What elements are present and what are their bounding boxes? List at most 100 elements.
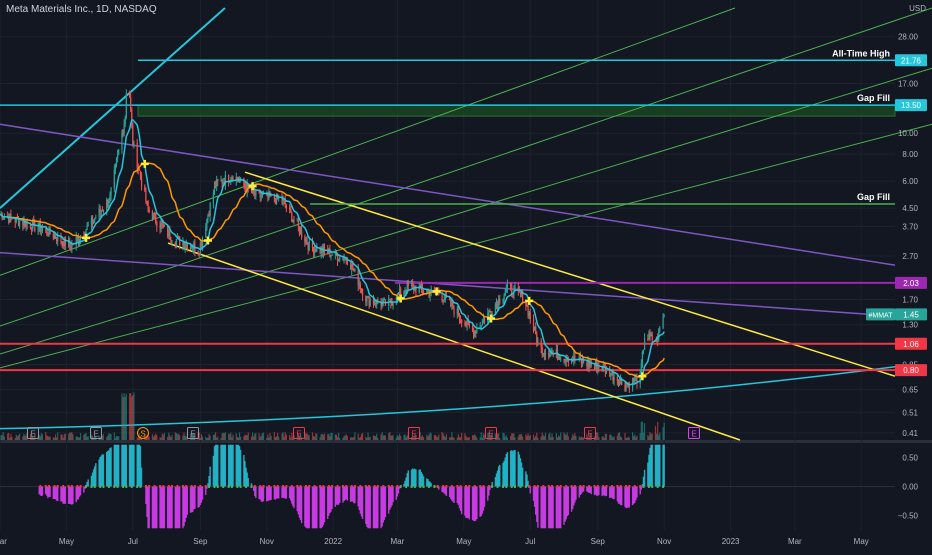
- volume-bar: [366, 438, 367, 440]
- volume-bar: [53, 437, 54, 440]
- osc-dot: [560, 485, 562, 488]
- volume-bar: [559, 437, 560, 440]
- volume-bar: [464, 433, 465, 440]
- volume-bar: [617, 436, 618, 440]
- volume-bar: [183, 432, 184, 440]
- volume-bar: [275, 437, 276, 440]
- candle-body: [191, 247, 192, 249]
- event-marker-label: E: [411, 430, 416, 439]
- volume-bar: [370, 437, 371, 440]
- volume-bar: [345, 435, 346, 440]
- candle-body: [210, 203, 211, 216]
- volume-bar: [611, 436, 612, 440]
- candle-body: [527, 306, 528, 316]
- volume-bar: [452, 437, 453, 440]
- volume-bar: [382, 432, 383, 440]
- price-tick: 10.00: [898, 129, 919, 138]
- candle-body: [330, 255, 331, 257]
- price-tick: 2.70: [902, 252, 918, 261]
- volume-bar: [602, 437, 603, 440]
- candle-body: [175, 243, 176, 245]
- candle-body: [643, 350, 644, 353]
- volume-bar: [350, 438, 351, 440]
- volume-bar: [251, 437, 252, 440]
- volume-bar: [474, 434, 475, 440]
- volume-bar: [384, 435, 385, 440]
- osc-dot: [514, 485, 516, 488]
- volume-bar: [407, 435, 408, 440]
- osc-bar: [42, 487, 43, 496]
- candle-body: [162, 223, 163, 224]
- volume-bar: [536, 433, 537, 440]
- volume-bar: [248, 433, 249, 440]
- osc-bar: [377, 487, 378, 529]
- osc-dot: [651, 485, 653, 488]
- volume-bar: [438, 434, 439, 440]
- time-label: May: [59, 537, 74, 546]
- volume-bar: [575, 436, 576, 440]
- volume-bar: [566, 435, 567, 440]
- volume-bar: [182, 435, 183, 440]
- candle-body: [315, 249, 316, 252]
- volume-bar: [380, 434, 381, 440]
- volume-bar: [286, 435, 287, 440]
- volume-bar: [210, 436, 211, 440]
- candle-body: [469, 322, 470, 325]
- volume-bar: [557, 437, 558, 440]
- candle-body: [625, 385, 626, 391]
- volume-bar: [383, 435, 384, 440]
- osc-bar: [309, 487, 310, 529]
- volume-bar: [206, 438, 207, 440]
- osc-dot: [445, 485, 447, 488]
- volume-bar: [337, 437, 338, 440]
- candle-body: [351, 264, 352, 269]
- volume-bar: [497, 433, 498, 440]
- trend-fan: [0, 8, 932, 440]
- candle-body: [458, 309, 459, 316]
- volume-bar: [336, 435, 337, 440]
- volume-bar: [177, 434, 178, 440]
- volume-bar: [502, 433, 503, 440]
- volume-bar: [399, 434, 400, 440]
- volume-bar: [580, 437, 581, 440]
- volume-bar: [634, 435, 635, 440]
- candle-body: [374, 303, 375, 304]
- osc-bar: [156, 487, 157, 529]
- osc-dot: [57, 485, 59, 488]
- volume-bar: [284, 437, 285, 440]
- volume-bar: [107, 436, 108, 440]
- volume-bar: [652, 433, 653, 440]
- osc-bar: [636, 487, 637, 498]
- candle-body: [129, 94, 130, 98]
- volume-bar: [460, 437, 461, 440]
- volume-bar: [309, 435, 310, 440]
- time-label: May: [854, 537, 869, 546]
- volume-bar: [328, 434, 329, 440]
- time-label: Mar: [391, 537, 405, 546]
- volume-bar: [236, 433, 237, 440]
- candle-body: [22, 221, 23, 225]
- volume-bar: [543, 435, 544, 440]
- candle-body: [63, 242, 64, 246]
- candle-body: [590, 363, 591, 367]
- candle-body: [350, 265, 351, 270]
- candle-body: [354, 269, 355, 270]
- candle-body: [610, 374, 611, 377]
- candle-body: [339, 257, 340, 260]
- volume-bar: [649, 432, 650, 440]
- volume-bar: [358, 434, 359, 440]
- candle-body: [107, 200, 108, 205]
- osc-dot: [468, 485, 470, 488]
- volume-bar: [377, 438, 378, 440]
- candle-body: [366, 297, 367, 301]
- volume-bar: [633, 436, 634, 440]
- candle-body: [117, 154, 118, 159]
- volume-bar: [655, 426, 656, 440]
- volume-bar: [10, 434, 11, 440]
- candle-body: [141, 177, 142, 186]
- volume-bar: [359, 438, 360, 440]
- volume-bar: [118, 436, 119, 440]
- osc-bar: [95, 463, 96, 486]
